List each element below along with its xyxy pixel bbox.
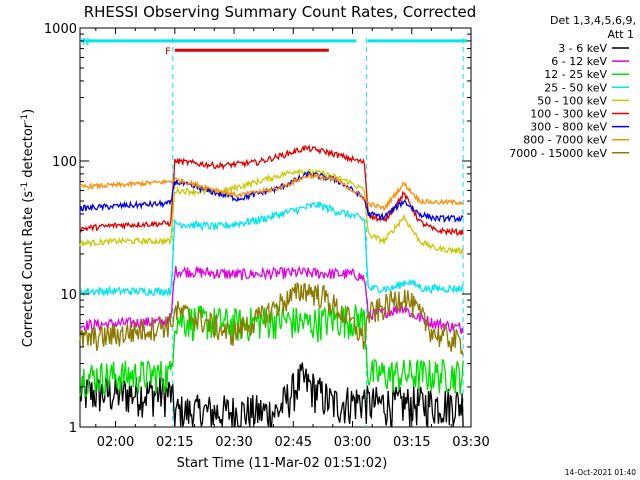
x-tick-label: 02:30 — [215, 435, 252, 450]
plot-frame — [79, 27, 472, 428]
x-axis-label: Start Time (11-Mar-02 01:51:02) — [177, 456, 388, 471]
x-tick-label: 02:45 — [275, 435, 312, 450]
series-line — [79, 168, 464, 255]
series-line — [79, 172, 464, 212]
y-tick-label: 1000 — [44, 22, 77, 37]
legend-label: 7000 - 15000 keV — [509, 147, 607, 160]
legend-header-line1: Det 1,3,4,5,6,9, — [550, 14, 636, 27]
series-lines — [79, 144, 464, 429]
x-tick-label: 02:15 — [156, 435, 193, 450]
x-tick-label: 02:00 — [97, 435, 134, 450]
legend-label: 12 - 25 keV — [544, 68, 607, 81]
legend-label: 100 - 300 keV — [530, 108, 607, 121]
series-line — [79, 201, 464, 298]
legend-header-line2: Att 1 — [608, 28, 634, 41]
y-tick-label: 10 — [60, 288, 77, 303]
series-line — [79, 281, 464, 356]
x-tick-label: 03:15 — [393, 435, 430, 450]
x-tick-label: 03:00 — [334, 435, 371, 450]
y-axis: 1 10 100 1000 — [44, 22, 471, 436]
x-axis: 02:00 02:15 02:30 02:45 03:00 03:15 03:30 — [95, 28, 490, 450]
legend-label: 300 - 800 keV — [530, 121, 607, 134]
y-tick-label: 1 — [69, 421, 77, 436]
series-line — [79, 144, 464, 237]
legend-label: 6 - 12 keV — [551, 55, 607, 68]
plot-area — [79, 27, 472, 428]
series-line — [79, 171, 464, 224]
legend-label: 50 - 100 keV — [537, 94, 607, 107]
y-axis-label: Corrected Count Rate (s-1 detector-1) — [20, 109, 36, 347]
flags: NF — [80, 37, 467, 57]
legend-label: 25 - 50 keV — [544, 81, 607, 94]
x-tick-label: 03:30 — [452, 435, 489, 450]
legend-label: 3 - 6 keV — [558, 42, 607, 55]
legend-label: 800 - 7000 keV — [523, 134, 607, 147]
flag-label: N — [82, 37, 89, 48]
y-tick-label: 100 — [52, 155, 77, 170]
series-line — [79, 362, 464, 429]
series-line — [79, 303, 464, 399]
chart-title: RHESSI Observing Summary Count Rates, Co… — [84, 3, 477, 21]
timestamp: 14-Oct-2021 01:40 — [565, 468, 636, 477]
flag-label: F — [165, 46, 171, 57]
